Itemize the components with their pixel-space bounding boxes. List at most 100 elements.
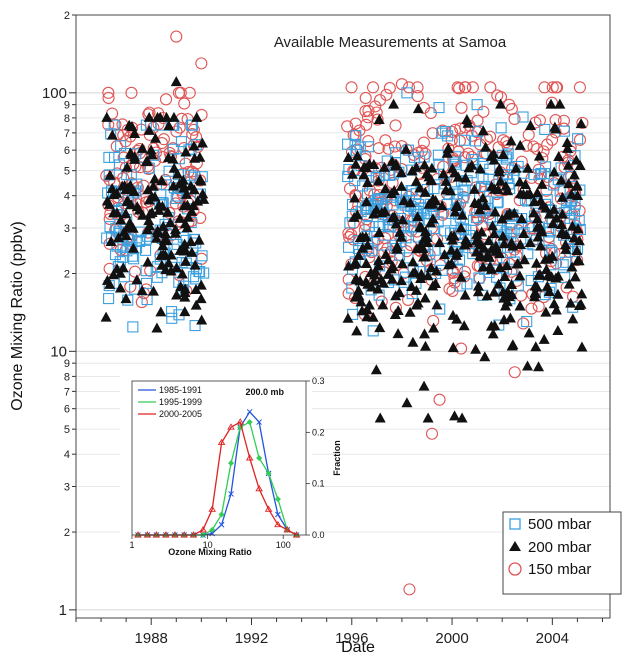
point-200mbar [499, 271, 511, 282]
point-200mbar [434, 237, 446, 248]
point-500mbar [350, 130, 362, 142]
point-200mbar [486, 220, 498, 231]
point-150mbar [496, 252, 509, 265]
point-200mbar [129, 127, 141, 138]
point-200mbar [368, 208, 380, 219]
point-500mbar [175, 136, 187, 148]
point-200mbar [104, 278, 116, 289]
x-tick-label: 1992 [235, 630, 268, 647]
point-200mbar [543, 285, 555, 296]
point-200mbar [389, 308, 401, 319]
point-200mbar [503, 291, 515, 302]
point-200mbar [373, 114, 385, 125]
inset-title: 200.0 mb [245, 387, 284, 397]
point-500mbar [458, 134, 470, 146]
point-150mbar [195, 252, 208, 265]
point-500mbar [377, 219, 389, 231]
point-200mbar [368, 158, 380, 169]
point-200mbar [415, 273, 427, 284]
point-500mbar [457, 185, 469, 197]
point-200mbar [550, 304, 562, 315]
y-minor-label: 4 [64, 191, 70, 203]
point-200mbar [180, 188, 192, 199]
point-200mbar [374, 412, 386, 423]
point-200mbar [404, 306, 416, 317]
y-minor-label: 7 [64, 386, 70, 398]
point-500mbar [517, 167, 529, 179]
point-150mbar [573, 81, 586, 94]
point-200mbar [449, 410, 461, 421]
point-200mbar [483, 251, 495, 262]
point-200mbar [575, 118, 587, 129]
inset-ticks: 1 10 100 0.0 0.1 0.2 0.3 [129, 376, 324, 550]
point-200mbar [390, 160, 402, 171]
point-200mbar [474, 163, 486, 174]
point-200mbar [156, 175, 168, 186]
point-200mbar [532, 231, 544, 242]
point-200mbar [489, 320, 501, 331]
point-500mbar [560, 256, 572, 268]
point-500mbar [401, 87, 413, 99]
point-200mbar [404, 197, 416, 208]
inset-point [274, 496, 281, 503]
point-200mbar [124, 147, 136, 158]
point-200mbar [412, 103, 424, 114]
inset-point [274, 520, 282, 528]
point-200mbar [571, 180, 583, 191]
inset-point [217, 438, 226, 446]
y-minor-label: 3 [64, 223, 70, 235]
inset-point [228, 460, 235, 467]
inset-point [265, 470, 272, 477]
point-200mbar [348, 211, 360, 222]
point-200mbar [576, 288, 588, 299]
point-200mbar [407, 267, 419, 278]
point-200mbar [180, 146, 192, 157]
point-200mbar [115, 214, 127, 225]
point-200mbar [396, 258, 408, 269]
inset-background [120, 370, 312, 560]
point-200mbar [420, 225, 432, 236]
point-200mbar [466, 159, 478, 170]
point-200mbar [428, 322, 440, 333]
y-minor-label: 9 [64, 100, 70, 112]
point-200mbar [556, 218, 568, 229]
point-150mbar [359, 91, 372, 105]
inset-point [218, 521, 225, 528]
point-200mbar [553, 151, 565, 162]
y-minor-label: 2 [64, 527, 70, 539]
point-150mbar [505, 265, 518, 278]
point-200mbar [514, 300, 526, 311]
point-200mbar [574, 159, 586, 170]
point-200mbar [556, 208, 568, 219]
point-500mbar [189, 320, 201, 332]
point-200mbar [362, 278, 374, 289]
point-150mbar [471, 114, 484, 127]
point-200mbar [546, 250, 558, 261]
point-200mbar [188, 140, 200, 151]
point-200mbar [123, 119, 135, 130]
point-200mbar [379, 183, 391, 194]
point-500mbar [439, 225, 451, 237]
point-150mbar [525, 302, 538, 315]
point-500mbar [504, 223, 516, 235]
point-200mbar [382, 254, 394, 265]
point-500mbar [390, 147, 402, 159]
point-200mbar [353, 284, 365, 295]
point-200mbar [170, 227, 182, 238]
point-200mbar [178, 200, 190, 211]
point-150mbar [195, 57, 208, 70]
point-200mbar [370, 364, 382, 375]
point-200mbar [532, 269, 544, 280]
point-200mbar [505, 135, 517, 146]
point-200mbar [174, 178, 186, 189]
point-200mbar [477, 125, 489, 136]
point-150mbar [402, 293, 415, 306]
point-200mbar [386, 273, 398, 284]
inset-point [228, 491, 234, 497]
point-200mbar [573, 235, 585, 246]
point-500mbar [108, 119, 120, 131]
point-500mbar [560, 204, 572, 216]
point-200mbar [346, 168, 358, 179]
point-150mbar [532, 300, 545, 313]
point-200mbar [445, 230, 457, 241]
